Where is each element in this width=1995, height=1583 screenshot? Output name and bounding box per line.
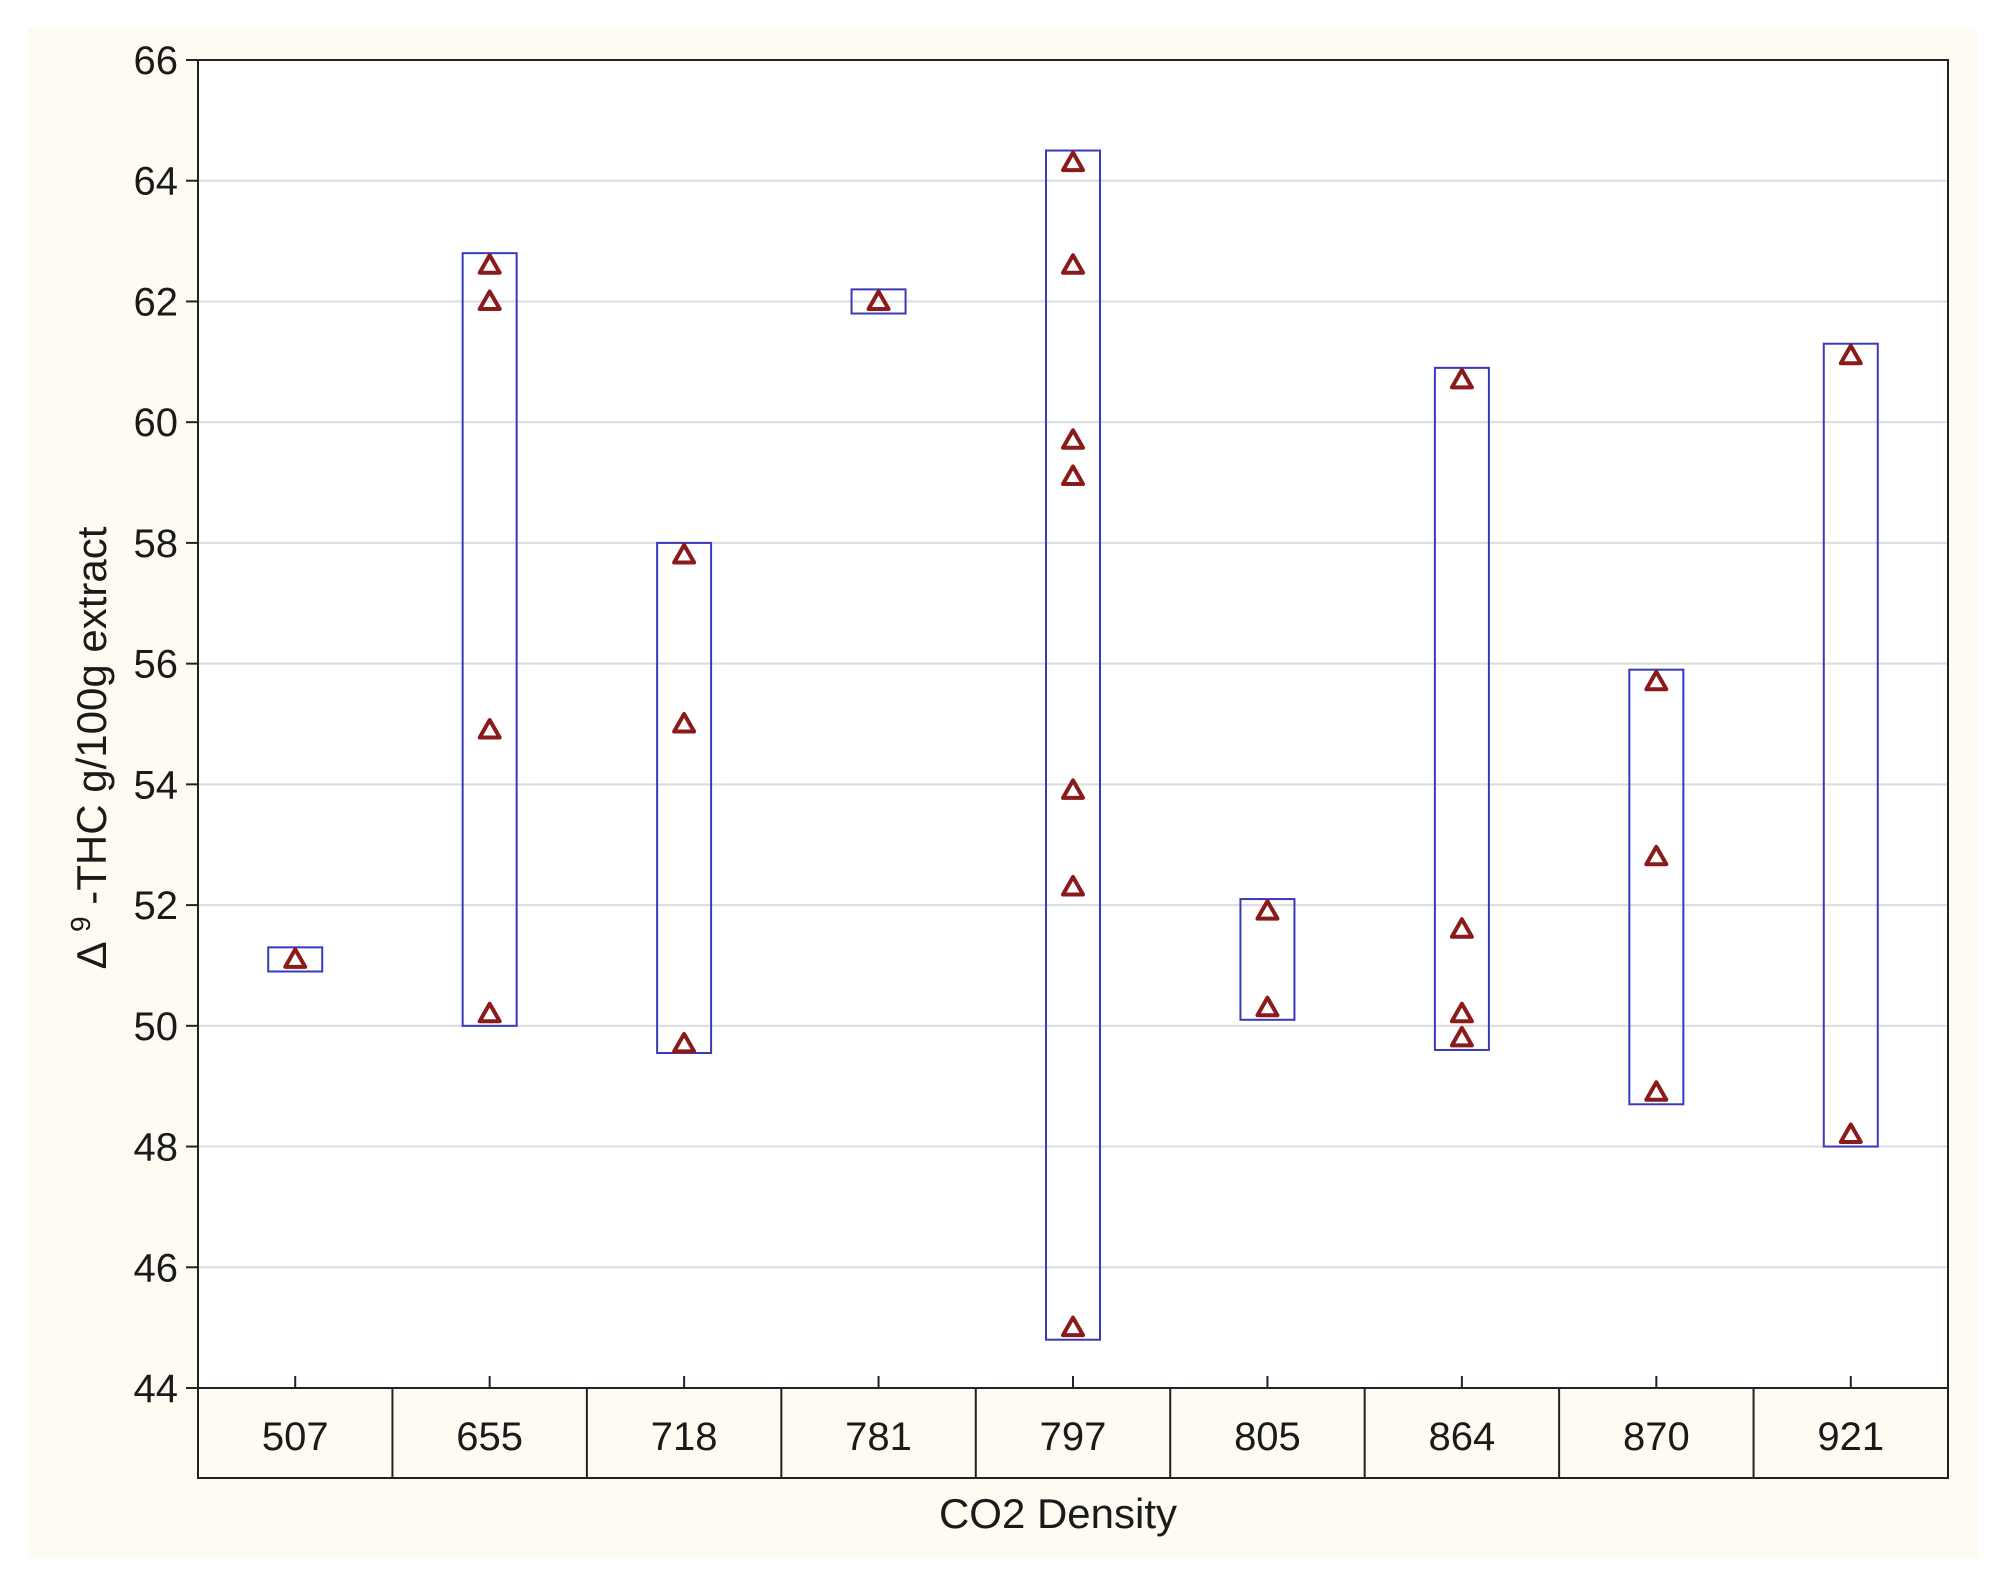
- y-tick-label: 50: [134, 1005, 179, 1049]
- range-box-870: [1628, 668, 1685, 1106]
- data-point-870: [1644, 669, 1669, 692]
- data-point-797: [1061, 778, 1085, 800]
- range-box-797: [1045, 149, 1101, 1341]
- data-point-870: [1644, 844, 1669, 867]
- chart-frame: 44 46 48 50 52 54 56 58 60 62 64 66 507 655 718 781 797…: [28, 28, 1978, 1558]
- data-point-921: [1838, 343, 1863, 366]
- y-tick-label: 54: [134, 763, 179, 807]
- data-point-864: [1449, 367, 1474, 390]
- x-tick-label-797: 797: [1040, 1415, 1107, 1459]
- data-point-718: [672, 542, 697, 565]
- range-box-781: [850, 288, 907, 315]
- y-tick-label: 46: [134, 1246, 179, 1290]
- x-tick-label-655: 655: [456, 1415, 523, 1459]
- y-axis-title-superscript: 9: [65, 916, 96, 932]
- data-markers: [283, 150, 1863, 1338]
- x-tick-label-921: 921: [1817, 1415, 1884, 1459]
- x-tick-label-507: 507: [262, 1415, 329, 1459]
- range-box-655: [461, 252, 518, 1027]
- data-point-805: [1255, 899, 1280, 921]
- data-point-507: [283, 947, 308, 969]
- data-point-864: [1449, 1001, 1474, 1024]
- range-boxes: [267, 149, 1879, 1341]
- data-point-797: [1061, 874, 1085, 897]
- y-tick-label: 64: [134, 160, 179, 204]
- x-tick-label-805: 805: [1234, 1415, 1301, 1459]
- y-axis-title-prefix: Δ: [68, 942, 115, 969]
- data-point-921: [1838, 1122, 1863, 1144]
- data-point-870: [1644, 1080, 1669, 1102]
- y-tick-label: 58: [134, 522, 179, 566]
- x-category-cells: 507 655 718 781 797 805 864 870 921: [197, 1387, 1949, 1479]
- category-strip: [197, 1387, 1949, 1479]
- range-box-864: [1433, 366, 1490, 1051]
- data-point-797: [1061, 428, 1085, 450]
- data-point-655: [477, 289, 502, 311]
- data-point-797: [1061, 253, 1085, 275]
- x-tick-label-718: 718: [651, 1415, 718, 1459]
- range-box-507: [267, 946, 324, 973]
- data-point-781: [866, 289, 891, 311]
- data-point-864: [1449, 917, 1474, 939]
- data-point-718: [672, 1031, 697, 1054]
- data-point-797: [1061, 464, 1085, 487]
- data-point-655: [477, 1001, 502, 1024]
- y-axis-title: Δ 9 -THC g/100g extract: [52, 526, 115, 969]
- data-point-655: [477, 718, 502, 740]
- data-point-864: [1449, 1025, 1474, 1048]
- y-tick-label: 60: [134, 401, 179, 445]
- y-tick-labels: 44 46 48 50 52 54 56 58 60 62 64 66: [134, 39, 179, 1411]
- data-point-655: [477, 253, 502, 275]
- y-tick-label: 44: [134, 1367, 179, 1411]
- y-axis-title-main: -THC g/100g extract: [68, 526, 115, 904]
- y-tick-label: 62: [134, 280, 179, 324]
- x-axis-title: CO2 Density: [939, 1490, 1177, 1537]
- y-tick-label: 48: [134, 1126, 179, 1170]
- range-box-805: [1239, 898, 1296, 1021]
- data-point-805: [1255, 995, 1280, 1018]
- chart: 44 46 48 50 52 54 56 58 60 62 64 66 507 655 718 781 797…: [52, 39, 1949, 1537]
- x-tick-label-870: 870: [1623, 1415, 1690, 1459]
- data-point-797: [1061, 1315, 1085, 1338]
- range-box-921: [1822, 342, 1879, 1148]
- x-tick-label-864: 864: [1429, 1415, 1496, 1459]
- y-tick-label: 52: [134, 884, 179, 928]
- y-tick-label: 66: [134, 39, 179, 83]
- data-point-718: [672, 712, 697, 734]
- x-tick-label-781: 781: [845, 1415, 912, 1459]
- data-point-797: [1061, 150, 1085, 173]
- y-tick-label: 56: [134, 643, 179, 687]
